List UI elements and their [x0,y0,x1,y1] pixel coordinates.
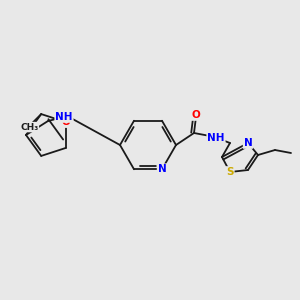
Text: NH: NH [207,133,225,143]
Text: CH₃: CH₃ [20,123,38,132]
Text: O: O [192,110,200,120]
Text: S: S [226,167,234,177]
Text: O: O [61,117,70,127]
Text: N: N [158,164,166,174]
Text: N: N [244,138,252,148]
Text: NH: NH [55,112,73,122]
